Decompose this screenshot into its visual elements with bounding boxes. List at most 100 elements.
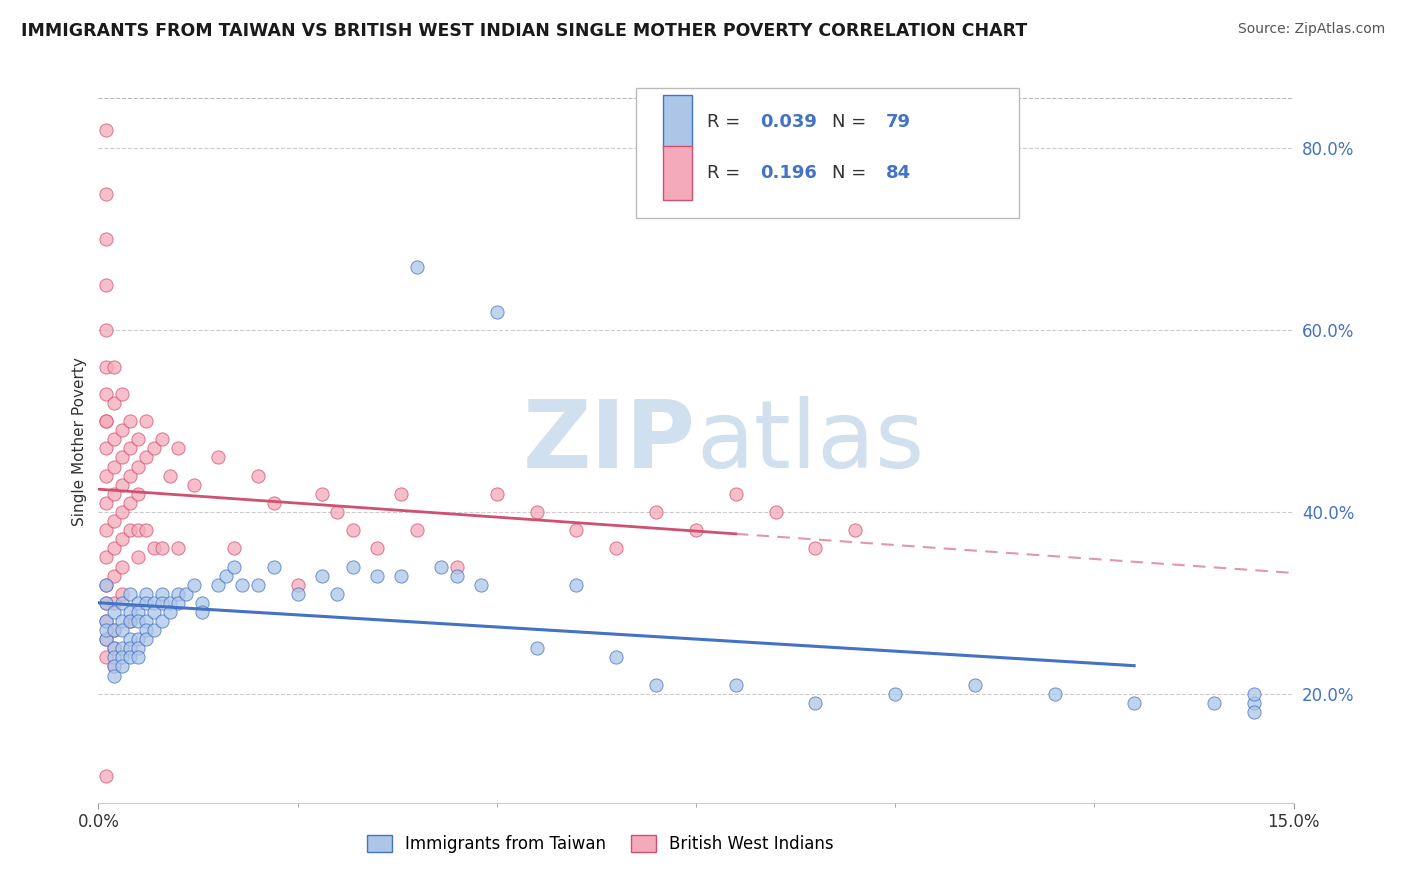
Point [724,487,747,501]
Point [804,696,827,710]
Point [111,387,134,401]
Point [96,596,118,610]
Legend: Immigrants from Taiwan, British West Indians: Immigrants from Taiwan, British West Ind… [360,828,841,860]
Point [96,596,118,610]
Point [127,596,149,610]
Point [120,641,142,656]
Point [120,614,142,628]
Point [366,568,388,582]
Point [111,587,134,601]
Point [103,641,125,656]
Point [565,577,588,591]
Point [191,596,214,610]
Point [96,277,118,292]
Point [406,523,429,537]
Point [844,523,866,537]
Point [96,359,118,374]
Text: R =: R = [707,113,745,131]
Point [605,650,627,665]
Point [389,487,412,501]
Point [366,541,388,556]
Point [111,614,134,628]
Point [1243,696,1265,710]
Point [103,596,125,610]
Point [1043,687,1066,701]
Point [526,505,548,519]
Point [143,541,166,556]
Y-axis label: Single Mother Poverty: Single Mother Poverty [72,357,87,526]
Point [135,450,157,465]
Point [127,632,149,647]
Point [103,641,125,656]
Point [120,442,142,456]
Point [103,359,125,374]
Point [127,605,149,619]
Point [167,541,190,556]
Point [143,623,166,637]
Text: atlas: atlas [696,395,924,488]
Point [111,659,134,673]
Point [645,505,668,519]
Point [1123,696,1146,710]
Point [96,414,118,428]
Point [120,605,142,619]
Point [446,559,468,574]
FancyBboxPatch shape [662,95,692,149]
Point [135,596,157,610]
Point [111,450,134,465]
Point [326,505,349,519]
Point [111,477,134,491]
Point [389,568,412,582]
Point [103,487,125,501]
Point [96,468,118,483]
Point [135,614,157,628]
Point [430,559,453,574]
Point [96,387,118,401]
Point [96,123,118,137]
Point [150,432,173,446]
Point [96,614,118,628]
Point [135,632,157,647]
Point [120,587,142,601]
Point [103,659,125,673]
Point [326,587,349,601]
Point [526,641,548,656]
Text: IMMIGRANTS FROM TAIWAN VS BRITISH WEST INDIAN SINGLE MOTHER POVERTY CORRELATION : IMMIGRANTS FROM TAIWAN VS BRITISH WEST I… [21,22,1028,40]
Point [724,678,747,692]
Point [287,577,309,591]
Point [143,596,166,610]
Point [96,650,118,665]
Point [263,496,285,510]
Point [150,596,173,610]
Point [96,632,118,647]
Point [96,577,118,591]
Point [120,468,142,483]
Point [103,650,125,665]
Point [1243,687,1265,701]
Point [103,396,125,410]
Point [159,596,181,610]
Point [605,541,627,556]
Point [685,523,707,537]
Point [183,477,205,491]
Point [167,442,190,456]
Text: Source: ZipAtlas.com: Source: ZipAtlas.com [1237,22,1385,37]
Point [150,541,173,556]
Point [215,568,238,582]
Point [111,641,134,656]
Point [103,623,125,637]
Point [446,568,468,582]
Point [127,523,149,537]
Point [150,614,173,628]
Point [96,577,118,591]
Point [207,577,229,591]
Point [120,632,142,647]
Text: 0.196: 0.196 [761,164,817,182]
Point [103,514,125,528]
Point [120,414,142,428]
Text: N =: N = [832,164,872,182]
Point [1243,705,1265,719]
Point [565,523,588,537]
Point [120,496,142,510]
Point [143,605,166,619]
